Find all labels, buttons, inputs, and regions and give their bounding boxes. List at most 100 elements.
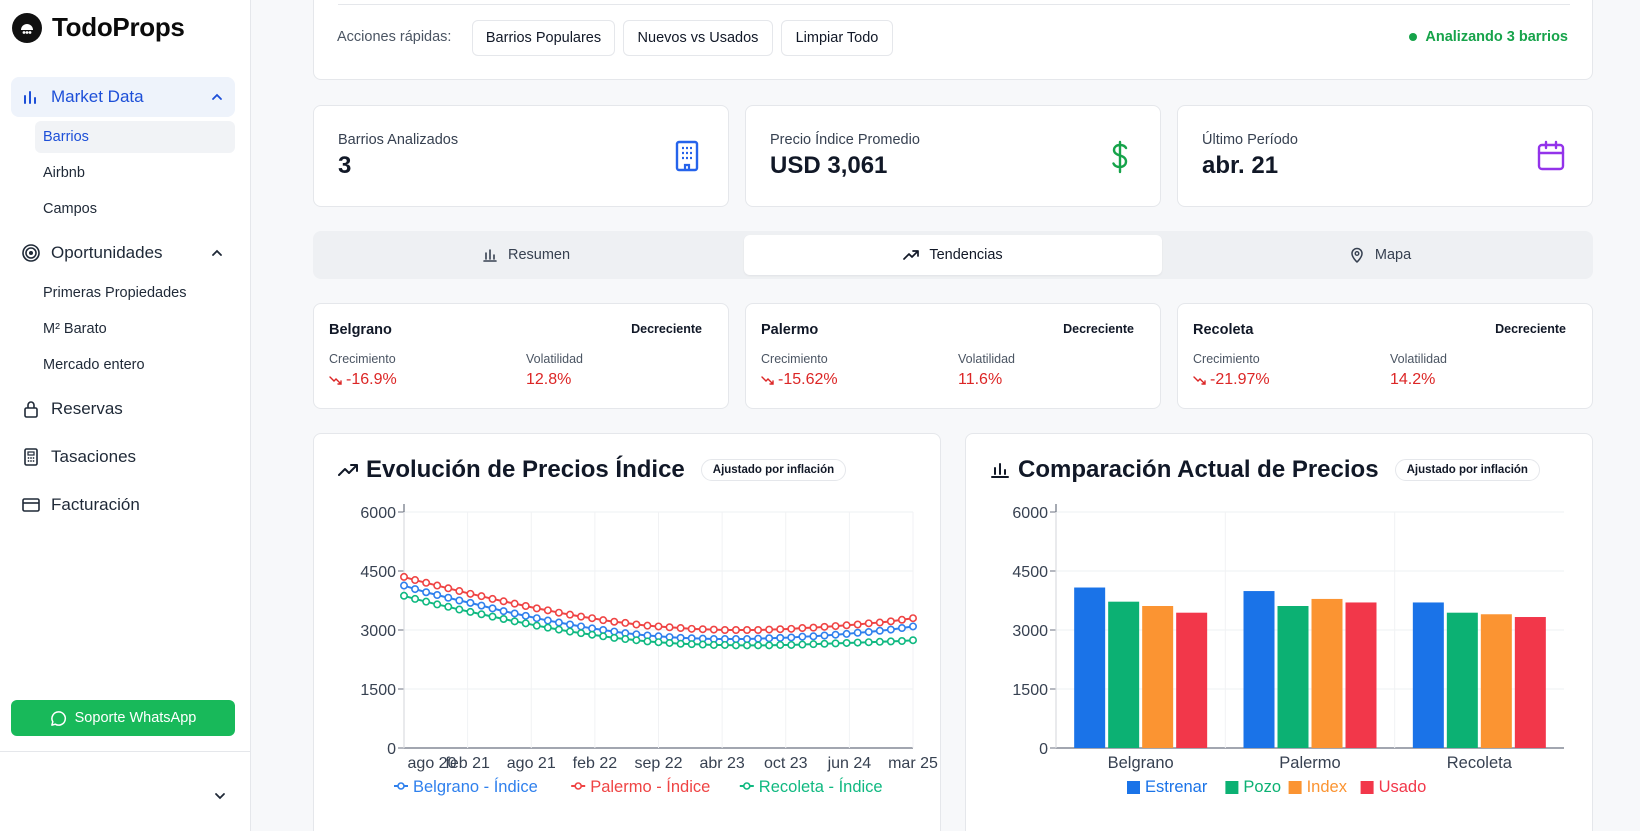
- lock-icon: [24, 401, 38, 418]
- map-pin-icon: [1351, 247, 1363, 263]
- inflation-badge: Ajustado por inflación: [1394, 459, 1540, 481]
- data-point: [743, 635, 752, 644]
- limpiar-todo-button[interactable]: Limpiar Todo: [781, 20, 893, 56]
- sidebar-item-market-data[interactable]: Market Data: [11, 77, 235, 117]
- data-point: [842, 621, 851, 630]
- calculator-icon: [24, 448, 38, 466]
- analysis-status: Analizando 3 barrios: [1409, 29, 1568, 45]
- stat-label: Último Período: [1202, 132, 1298, 148]
- volatility-label: Volatilidad: [526, 352, 583, 366]
- x-tick-label: mar 25: [888, 755, 938, 772]
- data-point: [411, 585, 420, 594]
- data-point: [743, 626, 752, 635]
- x-tick-label: sep 22: [634, 755, 682, 772]
- data-point: [886, 617, 895, 626]
- whatsapp-support-button[interactable]: Soporte WhatsApp: [11, 700, 235, 736]
- tab-label: Resumen: [507, 247, 571, 263]
- tab-label: Mapa: [1374, 247, 1412, 263]
- growth-text: -15.62%: [778, 371, 838, 388]
- data-point: [875, 637, 884, 646]
- legend-marker: [574, 782, 583, 790]
- legend-label: Index: [1307, 778, 1348, 796]
- bar-chart: 0 1500 3000 4500 6000 Belgrano Palermo Recoleta…: [1012, 504, 1564, 796]
- volatility-value: 12.8%: [526, 371, 572, 388]
- data-point: [831, 630, 840, 639]
- data-point: [577, 629, 586, 638]
- data-point: [499, 607, 508, 616]
- data-point: [743, 641, 752, 650]
- tab-tendencias[interactable]: Tendencias: [744, 235, 1162, 275]
- trending-up-icon: [903, 250, 920, 260]
- data-point: [809, 640, 818, 649]
- data-point: [853, 638, 862, 647]
- sidebar-item-oportunidades[interactable]: Oportunidades: [11, 233, 235, 273]
- data-point: [754, 626, 763, 635]
- trending-down-icon: [761, 376, 774, 385]
- data-point: [554, 608, 563, 617]
- trend-status: Decreciente: [631, 322, 702, 336]
- data-point: [543, 606, 552, 615]
- growth-text: -21.97%: [1210, 371, 1270, 388]
- data-point: [554, 625, 563, 634]
- x-tick-label: oct 23: [764, 755, 808, 772]
- legend-label: Belgrano - Índice: [413, 777, 538, 796]
- data-point: [577, 622, 586, 631]
- sidebar-item-campos[interactable]: Campos: [43, 201, 97, 217]
- data-point: [820, 639, 829, 648]
- data-point: [687, 640, 696, 649]
- bar-chart-title-text: Comparación Actual de Precios: [1018, 456, 1379, 483]
- data-point: [422, 578, 431, 587]
- data-point: [411, 576, 420, 585]
- sidebar-item-tasaciones[interactable]: Tasaciones: [11, 437, 235, 477]
- y-tick-label: 4500: [360, 564, 396, 581]
- tab-mapa[interactable]: Mapa: [1171, 235, 1589, 275]
- line-chart-title-text: Evolución de Precios Índice: [366, 456, 685, 483]
- sidebar-item-airbnb[interactable]: Airbnb: [43, 165, 85, 181]
- sidebar-item-facturacion[interactable]: Facturación: [11, 485, 235, 525]
- volatility-value: 14.2%: [1390, 371, 1436, 388]
- legend-label: Recoleta - Índice: [759, 777, 883, 796]
- trend-status: Decreciente: [1063, 322, 1134, 336]
- data-point: [687, 624, 696, 633]
- x-tick-label: feb 22: [573, 755, 618, 772]
- y-tick-label: 0: [387, 741, 396, 758]
- data-point: [422, 588, 431, 597]
- data-point: [510, 599, 519, 608]
- brand-name: TodoProps: [52, 12, 185, 42]
- legend-swatch: [1360, 781, 1374, 794]
- sidebar-item-reservas[interactable]: Reservas: [11, 389, 235, 429]
- data-point: [709, 625, 718, 634]
- sidebar-item-barrios[interactable]: Barrios: [35, 121, 235, 153]
- nuevos-vs-usados-button[interactable]: Nuevos vs Usados: [623, 20, 773, 56]
- data-point: [554, 618, 563, 627]
- data-point: [776, 640, 785, 649]
- tab-resumen[interactable]: Resumen: [317, 235, 735, 275]
- x-tick-label: Palermo: [1279, 754, 1340, 772]
- growth-label: Crecimiento: [761, 352, 828, 366]
- data-point: [477, 601, 486, 610]
- data-point: [400, 591, 409, 600]
- data-point: [754, 641, 763, 650]
- data-point: [731, 641, 740, 650]
- bar: [1243, 591, 1275, 748]
- data-point: [521, 611, 530, 620]
- data-point: [521, 619, 530, 628]
- sidebar-item-m2-barato[interactable]: M² Barato: [43, 321, 107, 337]
- sidebar-item-primeras-propiedades[interactable]: Primeras Propiedades: [43, 285, 187, 301]
- data-point: [610, 633, 619, 642]
- volatility-value: 11.6%: [958, 371, 1003, 388]
- bar: [1277, 606, 1309, 748]
- data-point: [754, 634, 763, 643]
- tab-label: Tendencias: [929, 247, 1003, 263]
- brand[interactable]: TodoProps: [12, 12, 185, 43]
- data-point: [488, 612, 497, 621]
- barrios-populares-button[interactable]: Barrios Populares: [472, 20, 615, 56]
- divider: [0, 751, 251, 752]
- growth-value: -21.97%: [1193, 371, 1270, 389]
- data-point: [610, 617, 619, 626]
- data-point: [676, 624, 685, 633]
- sidebar-item-mercado-entero[interactable]: Mercado entero: [43, 357, 145, 373]
- stat-label: Barrios Analizados: [338, 132, 459, 148]
- chevron-down-icon[interactable]: [212, 788, 228, 804]
